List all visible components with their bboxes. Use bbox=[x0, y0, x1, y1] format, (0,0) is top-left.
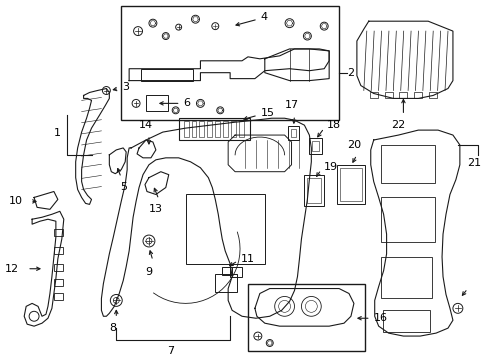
Bar bbox=[222, 267, 232, 275]
Text: 6: 6 bbox=[183, 98, 190, 108]
Text: 14: 14 bbox=[139, 120, 153, 130]
Bar bbox=[178, 118, 249, 140]
Bar bbox=[191, 121, 196, 137]
Bar bbox=[304, 175, 324, 206]
Bar bbox=[369, 93, 377, 98]
Text: 10: 10 bbox=[9, 197, 23, 206]
Text: 21: 21 bbox=[466, 158, 480, 168]
Text: 2: 2 bbox=[346, 68, 353, 78]
Bar bbox=[223, 121, 228, 137]
Bar bbox=[307, 177, 321, 203]
Text: 5: 5 bbox=[120, 181, 126, 192]
Bar bbox=[54, 264, 62, 271]
Bar bbox=[185, 194, 264, 264]
Text: 9: 9 bbox=[145, 267, 152, 277]
Bar bbox=[382, 310, 429, 332]
Text: 7: 7 bbox=[167, 346, 174, 356]
Text: 12: 12 bbox=[5, 264, 20, 274]
Bar bbox=[287, 126, 299, 140]
Bar bbox=[199, 121, 204, 137]
Bar bbox=[121, 6, 338, 120]
Text: 18: 18 bbox=[326, 120, 341, 130]
Text: 16: 16 bbox=[373, 313, 387, 323]
Bar bbox=[215, 274, 237, 292]
Bar bbox=[231, 121, 236, 137]
Text: 3: 3 bbox=[122, 82, 129, 91]
Text: 11: 11 bbox=[241, 254, 255, 264]
Bar bbox=[215, 121, 220, 137]
Bar bbox=[380, 257, 431, 298]
Text: 13: 13 bbox=[148, 204, 163, 214]
Bar bbox=[146, 95, 167, 111]
Bar bbox=[247, 284, 364, 351]
Text: 19: 19 bbox=[324, 162, 338, 172]
Text: 4: 4 bbox=[260, 12, 267, 22]
Text: 20: 20 bbox=[346, 140, 360, 150]
Bar bbox=[141, 69, 192, 81]
Bar bbox=[183, 121, 188, 137]
Bar bbox=[336, 165, 364, 204]
Bar bbox=[428, 93, 436, 98]
Bar bbox=[399, 93, 407, 98]
Bar bbox=[54, 279, 62, 285]
Bar bbox=[54, 293, 62, 301]
Bar bbox=[54, 247, 62, 254]
Bar bbox=[207, 121, 212, 137]
Bar bbox=[384, 93, 392, 98]
Bar bbox=[339, 168, 361, 201]
Bar bbox=[380, 145, 434, 183]
Text: 22: 22 bbox=[390, 120, 405, 130]
Bar bbox=[309, 138, 322, 154]
Bar bbox=[312, 141, 319, 151]
Bar bbox=[413, 93, 421, 98]
Bar bbox=[380, 197, 434, 242]
Text: 17: 17 bbox=[284, 100, 298, 110]
Bar bbox=[239, 121, 244, 137]
Text: 1: 1 bbox=[53, 128, 60, 138]
Bar bbox=[290, 129, 296, 137]
Text: 15: 15 bbox=[260, 108, 274, 118]
Bar bbox=[54, 229, 62, 236]
Text: 8: 8 bbox=[109, 323, 117, 333]
Bar bbox=[230, 267, 242, 276]
